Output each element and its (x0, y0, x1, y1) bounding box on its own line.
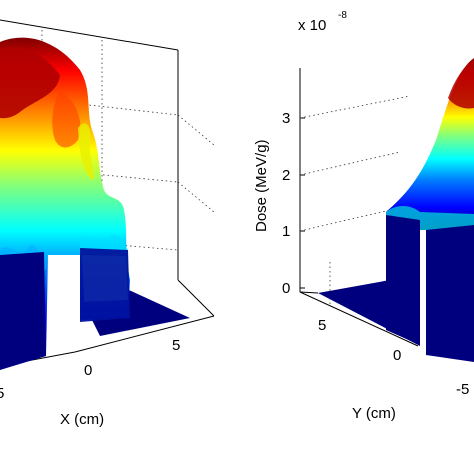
left-floor-edge-right (177, 279, 215, 317)
right-chart-panel: 0 1 2 3 x 10 -8 Dose (MeV/g) 5 0 -5 Y (c… (253, 10, 474, 422)
right-z-ticks: 0 1 2 3 (282, 110, 290, 297)
left-x-ticks: 5 0 5 (0, 337, 180, 402)
left-floor-edge-front (74, 315, 215, 353)
right-surface (386, 58, 474, 362)
right-z-tick-label: 3 (282, 110, 290, 127)
right-z-tick-label: 1 (282, 223, 290, 240)
right-y-axis-label: Y (cm) (352, 405, 396, 422)
right-z-tick-label: 0 (282, 280, 290, 297)
left-x-axis-label: X (cm) (60, 411, 104, 428)
left-x-tick-label: 5 (172, 337, 180, 354)
right-z-exponent-power: -8 (338, 10, 347, 21)
right-axes-box (299, 68, 419, 347)
left-x-tick-label: 5 (0, 385, 4, 402)
right-y-tick-label: -5 (456, 381, 469, 398)
left-back-top-edge (0, 19, 179, 51)
left-surface (0, 37, 130, 370)
left-axes-box (0, 19, 215, 367)
right-z-tick-label: 2 (282, 167, 290, 184)
right-floor-edge-front (299, 291, 419, 347)
right-z-ticks-marks (300, 117, 305, 289)
right-y-tick-label: 5 (318, 317, 326, 334)
right-z-exponent-base: x 10 (298, 17, 326, 34)
left-x-tick-label: 0 (84, 362, 92, 379)
right-y-tick-label: 0 (393, 347, 401, 364)
left-chart-panel: 5 0 5 X (cm) (0, 19, 215, 428)
right-floor-edge-left (299, 291, 319, 294)
right-z-axis-label: Dose (MeV/g) (253, 139, 270, 232)
right-grid (299, 95, 411, 304)
right-y-ticks: 5 0 -5 (318, 317, 469, 398)
